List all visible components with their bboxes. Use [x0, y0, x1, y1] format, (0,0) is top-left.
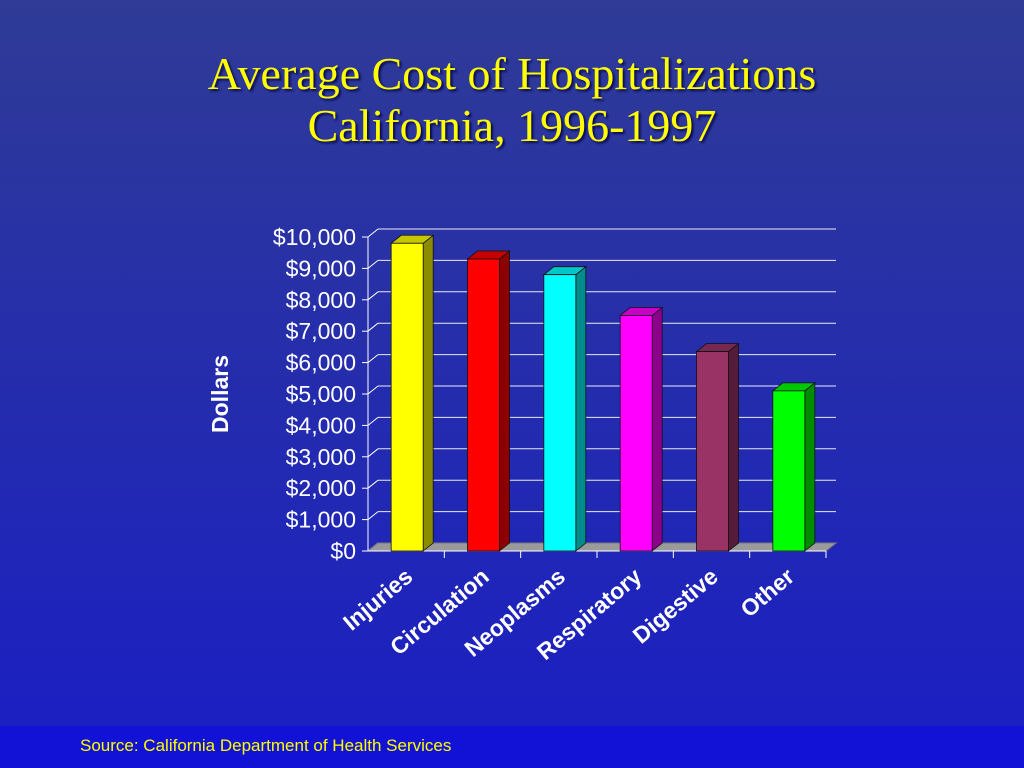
- bar-front: [772, 390, 806, 552]
- bar-front: [390, 242, 424, 552]
- bar-circulation: [466, 250, 511, 552]
- title-line-1: Average Cost of Hospitalizations: [207, 48, 817, 99]
- bar-side: [804, 382, 816, 552]
- bar-side: [575, 265, 587, 552]
- y-axis-title: Dollars: [207, 355, 233, 433]
- y-tick-label: $5,000: [286, 381, 356, 407]
- bar-neoplasms: [542, 265, 587, 552]
- chart-floor: [366, 542, 838, 552]
- bar-front: [467, 258, 500, 552]
- y-tick-label: $6,000: [286, 350, 356, 376]
- bar-front: [619, 315, 653, 552]
- y-tick-label: $3,000: [286, 444, 356, 470]
- y-tick-label: $4,000: [286, 412, 356, 438]
- y-tick-label: $9,000: [286, 255, 356, 281]
- source-text: Source: California Department of Health …: [80, 736, 452, 755]
- bar-side: [422, 234, 434, 552]
- bar-side: [651, 306, 663, 552]
- title-line-2: California, 1996-1997: [307, 100, 717, 151]
- gridline-side: [367, 417, 379, 426]
- y-tick-label: $0: [330, 538, 356, 564]
- chart-title: Average Cost of Hospitalizations Califor…: [0, 48, 1024, 152]
- gridline-side: [367, 448, 379, 458]
- bar-injuries: [390, 234, 435, 552]
- bar-other: [771, 382, 816, 552]
- x-tick-label: Digestive: [628, 563, 723, 649]
- bar-side: [728, 342, 739, 552]
- x-tick-label: Other: [735, 563, 799, 622]
- source-bar: Source: California Department of Health …: [0, 726, 1024, 768]
- gridline-side: [367, 322, 379, 332]
- gridline-side: [367, 511, 379, 520]
- gridline-side: [367, 228, 379, 238]
- bar-chart: $0 $1,000 $2,000 $3,000 $4,000 $5,000 $6,000 $7…: [207, 224, 838, 649]
- y-tick-label: $8,000: [286, 287, 356, 313]
- gridline-side: [367, 260, 379, 269]
- bar-digestive: [695, 342, 740, 552]
- gridline-side: [367, 479, 379, 489]
- bar-front: [696, 351, 729, 552]
- gridline-side: [367, 354, 379, 363]
- bar-respiratory: [619, 306, 664, 552]
- y-tick-label: $2,000: [286, 475, 356, 501]
- gridline-side: [367, 291, 379, 301]
- y-tick-label: $1,000: [286, 507, 356, 533]
- y-tick-label: $7,000: [286, 318, 356, 344]
- gridline-side: [367, 385, 379, 395]
- bar-side: [499, 250, 510, 552]
- y-tick-label: $10,000: [273, 224, 356, 250]
- bar-front: [543, 274, 577, 552]
